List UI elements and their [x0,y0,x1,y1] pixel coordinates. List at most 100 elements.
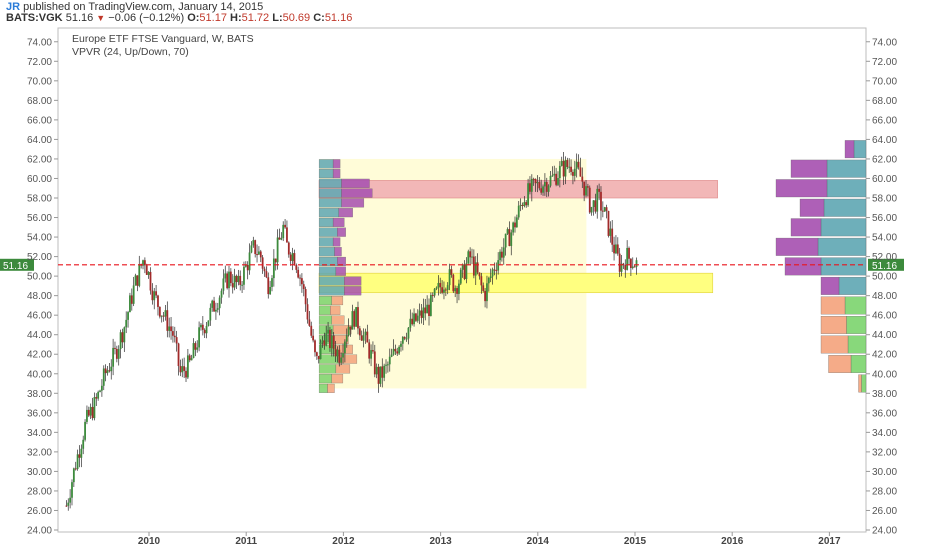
y-tick-label-right: 52.00 [872,252,897,263]
candle-body [134,275,137,286]
x-tick-label: 2012 [332,536,355,547]
candle-body [177,343,180,367]
close-label: C: [313,12,325,24]
candle-body [441,287,443,293]
candle-body [472,256,475,276]
y-axis-left[interactable]: 74.00 72.00 70.00 68.00 66.00 64.00 62.00 60.00… [27,37,58,537]
candle-body [448,269,451,286]
candle-body [581,176,584,182]
candle-body [585,186,587,196]
candle-body [486,283,488,302]
vp-right-down-bar [784,257,822,276]
y-tick-label-left: 42.00 [27,350,52,361]
candle-body [601,210,604,212]
candle-body [106,370,109,374]
vp-right-up-bar [853,140,867,159]
candle-body [250,245,253,253]
candle-body [368,342,371,359]
candle-body [426,304,429,314]
y-tick-label-right: 42.00 [872,350,897,361]
candle-body [377,366,380,384]
low-label: L: [272,12,283,24]
candle-body [181,366,184,373]
last-price-badge-right [868,258,904,271]
x-tick-label: 2010 [138,536,161,547]
vp-right-down-bar [844,140,855,159]
vp-left-down-bar [341,198,365,208]
symbol-label[interactable]: BATS:VGK [6,12,63,24]
candle-body [209,307,212,321]
candle-body [605,207,608,211]
candle-body [65,505,68,507]
candle-body [568,166,571,168]
candle-body [532,178,535,180]
candle-body [631,266,634,269]
candle-body [372,350,374,352]
candle-body [323,340,326,346]
vp-left-down-bar [331,374,344,384]
vp-left-down-bar [344,276,362,286]
candle-body [319,342,322,360]
candle-body [422,307,425,318]
candle-body [170,326,172,332]
vp-right-up-bar [847,335,867,354]
y-tick-label-right: 24.00 [872,526,897,537]
candle-body [613,244,615,254]
vp-left-down-bar [331,295,344,306]
vp-left-up-bar [318,198,342,208]
vp-left-down-bar [331,315,345,325]
candle-body [609,228,612,236]
chart-canvas[interactable]: 51.16 51.16 74.00 72.00 70.00 68.00 66.00 64.0… [0,24,932,550]
indicator-label[interactable]: VPVR (24, Up/Down, 70) [72,46,189,58]
candle-body [89,406,92,416]
candle-body [258,251,260,255]
vp-left-up-bar [318,276,345,286]
candle-body [100,385,103,391]
vp-left-down-bar [334,247,342,257]
candle-body [629,258,632,269]
candle-body [544,181,546,187]
candle-body [443,289,445,293]
y-tick-label-right: 58.00 [872,194,897,205]
vp-left-down-bar [337,256,346,267]
last-price-badge-right-text: 51.16 [872,261,897,272]
candle-body [598,188,601,192]
candle-body [357,307,359,329]
candle-body [495,270,498,272]
candle-body [386,364,389,366]
candle-body [504,233,507,248]
y-axis-right[interactable]: 74.00 72.00 70.00 68.00 66.00 64.00 62.00 60.00… [866,37,897,537]
candle-body [226,273,229,289]
candle-body [502,247,505,258]
candle-body [534,178,537,184]
candle-body [555,173,558,185]
candle-body [67,502,70,506]
y-tick-label-left: 56.00 [27,213,52,224]
candle-body [450,269,453,275]
candle-body [615,244,617,254]
vp-right-up-bar [820,218,867,237]
y-tick-label-right: 54.00 [872,233,897,244]
y-tick-label-left: 50.00 [27,272,52,283]
vp-left-down-bar [337,227,346,237]
vp-left-up-bar [318,374,332,384]
candle-body [158,306,161,317]
vp-left-up-bar [318,237,334,247]
chart-header: JR published on TradingView.com, January… [0,0,932,24]
candle-body [115,348,118,359]
author-name[interactable]: JR [6,1,21,13]
candle-body [192,343,195,358]
candle-body [203,329,206,334]
candle-body [168,326,171,331]
candle-body [388,356,391,365]
candle-body [95,397,98,399]
high-label: H: [230,12,242,24]
x-axis[interactable]: 2010 2011 2012 2013 2014 2015 2016 2017 [138,532,841,547]
candle-body [570,166,572,172]
candle-body [72,468,75,483]
last-price: 51.16 [65,12,94,24]
y-tick-label-left: 40.00 [27,369,52,380]
candle-body [162,315,165,317]
candle-body [151,290,154,301]
vp-left-up-bar [318,266,337,276]
